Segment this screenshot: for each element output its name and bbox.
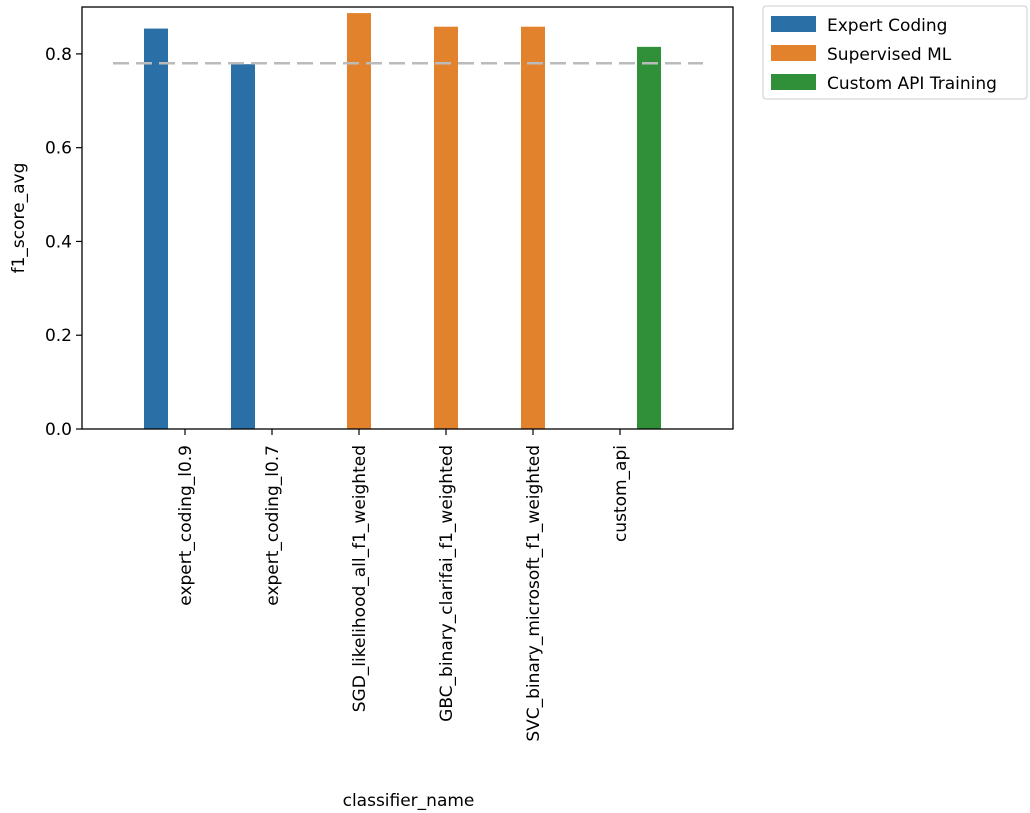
x-tick-label: SVC_binary_microsoft_f1_weighted <box>524 445 544 742</box>
bar-expert_coding_l0.9 <box>144 28 168 430</box>
y-tick-label: 0.2 <box>45 326 72 346</box>
legend-label: Expert Coding <box>827 16 947 36</box>
legend-label: Custom API Training <box>827 74 997 94</box>
x-axis-title: classifier_name <box>343 791 475 811</box>
bar-SGD_likelihood_all_f1_weighted <box>347 13 371 430</box>
x-tick-label: expert_coding_l0.9 <box>176 445 196 606</box>
x-tick-label: GBC_binary_clarifai_f1_weighted <box>437 445 457 722</box>
y-axis-title: f1_score_avg <box>9 163 29 274</box>
plot-frame <box>81 6 734 430</box>
legend-swatch <box>771 16 816 32</box>
bars-group <box>144 13 661 430</box>
x-tick-label: custom_api <box>611 445 631 542</box>
bar-custom_api <box>637 46 661 429</box>
y-axis: 0.0 0.2 0.4 0.6 0.8 <box>45 45 82 440</box>
x-tick-label: expert_coding_l0.7 <box>263 445 283 606</box>
bar-expert_coding_l0.7 <box>231 64 255 430</box>
legend-label: Supervised ML <box>827 45 952 65</box>
legend: Expert Coding Supervised ML Custom API Tra… <box>762 5 1028 100</box>
legend-box <box>762 5 1028 100</box>
legend-swatch <box>771 45 816 61</box>
legend-swatch <box>771 74 816 90</box>
y-tick-label: 0.6 <box>45 139 72 159</box>
y-tick-label: 0.8 <box>45 45 72 65</box>
bar-SVC_binary_microsoft_f1_weighted <box>521 26 545 430</box>
bar-GBC_binary_clarifai_f1_weighted <box>434 26 458 430</box>
x-tick-label: SGD_likelihood_all_f1_weighted <box>350 445 370 712</box>
y-tick-label: 0.4 <box>45 232 72 252</box>
x-axis: expert_coding_l0.9 expert_coding_l0.7 SGD_… <box>176 429 631 742</box>
y-tick-label: 0.0 <box>45 420 72 440</box>
